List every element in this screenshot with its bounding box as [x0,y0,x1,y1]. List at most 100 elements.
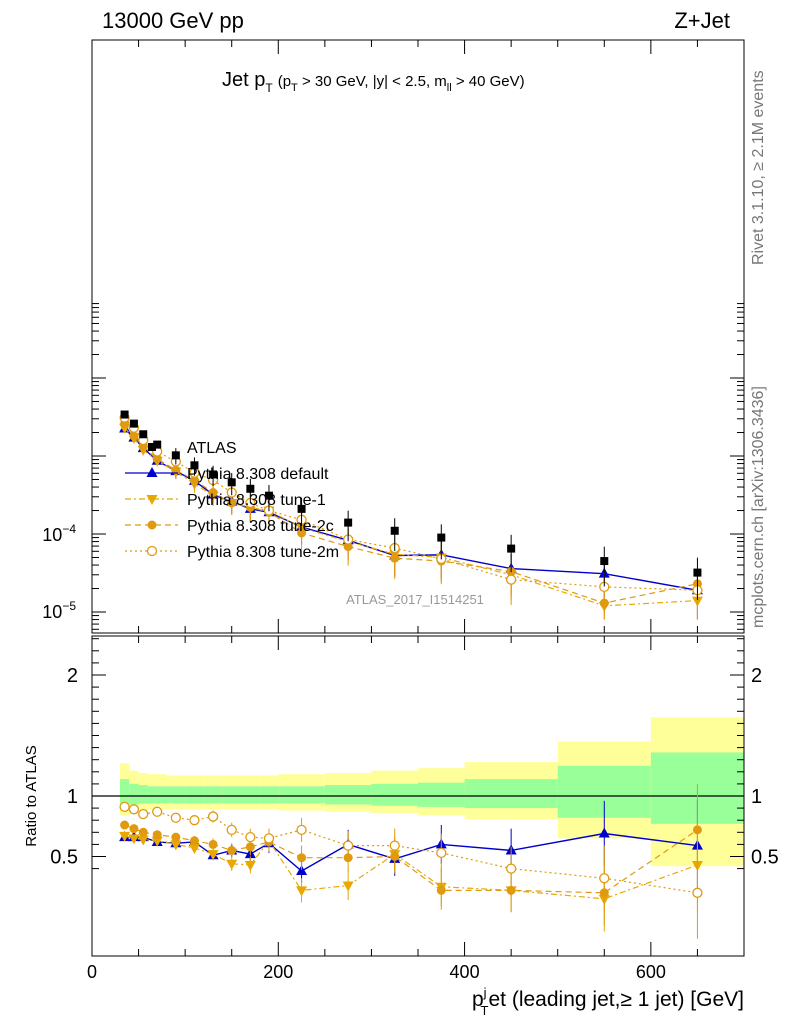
legend-marker-pythia-8-308-tune-2c [147,520,157,530]
ratio-point-pythia-8-308-default [598,827,610,838]
ratio-xtick-label: 400 [450,962,480,982]
ratio-xtick-label: 0 [87,962,97,982]
ratio-point-pythia-8-308-tune-2m [599,873,610,884]
ratio-point-pythia-8-308-tune-2m [342,840,354,851]
ratio-point-pythia-8-308-tune-2c [436,885,446,895]
main-panel: Jet pT (pT > 30 GeV, |y| < 2.5, mll > 40 … [42,39,745,634]
watermark: ATLAS_2017_I1514251 [346,592,484,607]
main-point-atlas [390,526,399,535]
main-point-atlas [693,568,702,577]
main-point-atlas [437,533,446,542]
ratio-point-pythia-8-308-tune-1 [207,850,219,861]
ratio-point-pythia-8-308-tune-1 [119,831,131,842]
main-point-atlas [264,491,273,500]
ratio-point-pythia-8-308-tune-2m [436,847,447,859]
ratio-band-green [147,786,167,804]
rivet-label: Rivet 3.1.10, ≥ 2.1M events [750,70,767,265]
ratio-band-green [259,786,279,804]
title-cond-end: > 40 GeV) [452,73,525,90]
main-point-atlas [209,470,218,479]
ratio-point-pythia-8-308-tune-2c [227,845,237,855]
ratio-band-green [464,779,558,809]
ratio-band-green [185,786,204,804]
main-ytick-exp-1e-4: −4 [62,522,76,536]
ratio-band-green [119,779,130,807]
main-line-pythia-8-308-tune-1 [124,427,698,607]
ratio-band-green [418,782,465,807]
xlabel-rest: et (leading jet,≥ 1 jet) [GeV] [489,988,745,1011]
main-point-pythia-8-308-tune-2m [505,574,517,585]
ratio-point-pythia-8-308-tune-2c [189,836,199,846]
ratio-point-pythia-8-308-tune-2m [505,863,517,874]
main-title: Jet pT (pT > 30 GeV, |y| < 2.5, mll > 40 … [222,69,525,95]
ratio-panel: 2 2 1 1 0.5 0.5 0 200 400 600 Ratio to ATLAS pj Te… [23,635,779,1018]
ratio-band-green [241,786,260,804]
ratio-point-pythia-8-308-tune-2m [296,824,307,836]
title-main: Jet p [222,69,265,91]
ratio-point-pythia-8-308-tune-2m [189,815,200,826]
ratio-axis-ticks: 2 2 1 1 0.5 0.5 0 200 400 600 [50,636,779,982]
ratio-point-pythia-8-308-tune-2c [208,839,218,849]
main-point-atlas [190,461,199,470]
ratio-point-pythia-8-308-tune-2c [129,824,139,834]
main-point-atlas [227,478,236,487]
ratio-point-pythia-8-308-tune-2m [263,833,275,844]
legend-marker-pythia-8-308-tune-1 [146,495,158,505]
main-point-pythia-8-308-tune-2c [171,465,181,475]
main-point-atlas [139,430,148,439]
ratio-ytick-label-right: 0.5 [751,847,779,869]
ratio-point-pythia-8-308-tune-2c [152,830,162,840]
main-point-atlas [153,440,162,449]
legend-label-pythia-8-308-tune-2m: Pythia 8.308 tune-2m [187,544,339,561]
ratio-ytick-label-right: 2 [751,665,762,687]
ratio-point-pythia-8-308-tune-1 [170,840,182,851]
ratio-ytick-label-left: 0.5 [50,847,78,869]
ratio-point-pythia-8-308-tune-1 [137,835,149,846]
ratio-point-pythia-8-308-tune-1 [244,860,256,871]
main-point-atlas [600,557,609,566]
main-point-atlas [344,518,353,527]
energy-label: 13000 GeV pp [102,8,244,33]
title-cond-open: (p [278,73,291,90]
legend-label-pythia-8-308-tune-1: Pythia 8.308 tune-1 [187,492,326,509]
ratio-band-green [278,786,325,804]
ratio-point-pythia-8-308-tune-2m [226,824,237,836]
ratio-xlabel: pj Tet (leading jet,≥ 1 jet) [GeV] [472,985,744,1018]
ratio-point-pythia-8-308-tune-2m [245,831,256,843]
ratio-band-green [166,786,186,804]
ratio-ylabel: Ratio to ATLAS [23,745,40,846]
legend-marker-pythia-8-308-default [146,467,158,477]
title-cond-sub2: ll [447,82,452,94]
legend-marker-pythia-8-308-tune-2m [146,545,158,557]
ratio-ytick-label-right: 1 [751,786,762,808]
ratio-point-pythia-8-308-tune-2c [297,853,307,863]
main-point-atlas [246,484,255,493]
ratio-ytick-label-left: 2 [67,665,78,687]
main-point-pythia-8-308-tune-2c [129,431,139,441]
main-point-atlas [120,410,129,419]
main-point-pythia-8-308-tune-2c [208,488,218,498]
main-ytick-label-1e-4: 10−4 [42,522,76,545]
ratio-point-pythia-8-308-tune-1 [151,836,163,847]
main-ytick-exp-1e-5: −5 [62,599,76,613]
ratio-point-pythia-8-308-tune-1 [188,844,200,855]
ratio-point-pythia-8-308-tune-2c [138,827,148,837]
title-cond-sub1: T [291,82,298,94]
ratio-point-pythia-8-308-tune-2m [389,840,400,851]
ratio-point-pythia-8-308-tune-2c [245,842,255,852]
ratio-band-green [371,783,418,806]
ratio-ytick-label-left: 1 [67,786,78,808]
ratio-point-pythia-8-308-tune-2m [128,804,140,815]
ratio-point-pythia-8-308-tune-1 [226,859,238,870]
main-point-atlas [507,544,516,553]
legend-label-atlas: ATLAS [187,440,237,457]
title-cond-mid: > 30 GeV, |y| < 2.5, m [298,73,447,90]
ratio-band-green [129,783,139,805]
legend-marker-atlas [148,443,156,451]
ratio-point-pythia-8-308-tune-2m [170,812,181,823]
ratio-xtick-label: 200 [263,962,293,982]
ratio-point-pythia-8-308-default [296,865,308,876]
ratio-point-pythia-8-308-tune-1 [128,834,140,845]
ratio-point-pythia-8-308-tune-2m [119,801,130,813]
